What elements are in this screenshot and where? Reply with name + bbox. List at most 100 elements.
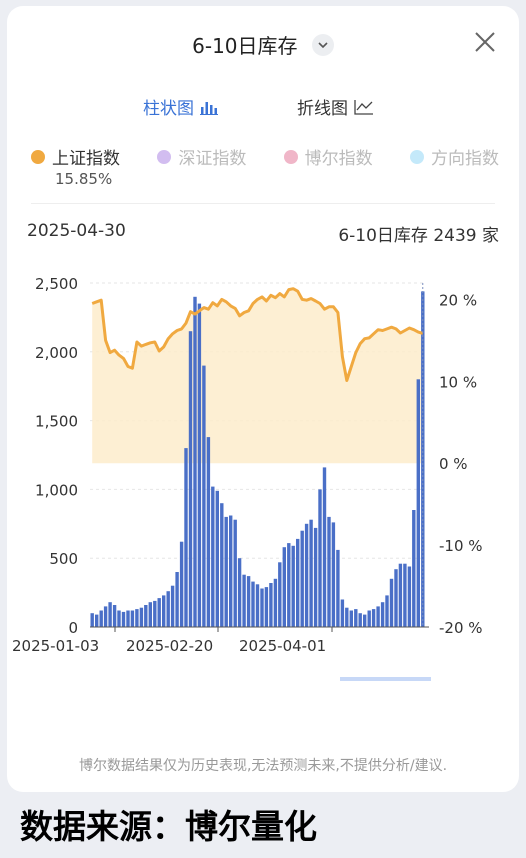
line-chart-icon — [354, 99, 373, 115]
tab-line-label: 折线图 — [297, 99, 348, 119]
bar — [269, 583, 273, 627]
bar — [363, 614, 367, 627]
bar — [144, 605, 148, 627]
y2-tick-label: 20 % — [439, 291, 477, 309]
y2-tick-label: -20 % — [439, 619, 483, 637]
bar — [135, 609, 139, 627]
tab-bar-chart[interactable]: 柱状图 — [143, 94, 218, 119]
bar — [403, 563, 407, 627]
tab-line-chart[interactable]: 折线图 — [297, 94, 374, 119]
bar — [304, 523, 309, 627]
x-tick-label: 2025-02-20 — [126, 637, 213, 655]
bar — [157, 598, 161, 627]
bar — [166, 591, 170, 627]
bar — [354, 609, 358, 627]
stock-count: 6-10日库存 2439 家 — [338, 226, 499, 246]
legend-item-boer[interactable]: 博尔指数 — [283, 144, 373, 169]
bar — [130, 610, 135, 627]
bar — [407, 566, 412, 627]
bar — [112, 605, 117, 627]
bar — [184, 448, 188, 627]
bar — [148, 602, 152, 627]
bar — [296, 538, 300, 627]
bar — [215, 490, 219, 627]
bar — [193, 296, 197, 627]
bar — [273, 578, 278, 627]
y2-tick-label: 0 % — [439, 455, 468, 473]
bar — [416, 379, 420, 627]
bar — [197, 303, 202, 627]
bar — [90, 613, 94, 627]
bar — [108, 602, 112, 627]
bar — [385, 595, 389, 627]
y-tick-label: 500 — [49, 550, 78, 568]
bar — [278, 562, 282, 627]
bar — [220, 503, 224, 627]
legend-value: 15.85% — [55, 170, 113, 188]
legend-dot — [409, 149, 424, 164]
bar — [336, 549, 340, 627]
y-tick-label: 1,000 — [35, 481, 78, 499]
bar — [331, 522, 336, 627]
legend-item-shenzhen[interactable]: 深证指数 — [157, 144, 246, 169]
bar — [291, 545, 295, 627]
bar — [255, 584, 260, 627]
bar — [126, 610, 130, 627]
zoom-window-grip — [340, 677, 431, 681]
chevron-down-icon[interactable] — [311, 33, 334, 56]
chart-area[interactable]: 0 500 1,000 1,500 2,000 2,500 -20 % -10 % 0 % 10 … — [7, 261, 519, 681]
bar — [287, 543, 291, 627]
panel-header[interactable]: 6-10日库存 — [7, 30, 519, 59]
bar — [139, 607, 144, 627]
bar — [117, 610, 121, 627]
legend-item-direction[interactable]: 方向指数 — [409, 144, 499, 169]
bar — [345, 607, 349, 627]
bar — [380, 602, 385, 627]
bar — [211, 486, 215, 627]
bar — [206, 437, 211, 627]
x-tick-label: 2025-01-03 — [12, 637, 99, 655]
bar — [398, 563, 403, 627]
bar — [394, 569, 398, 627]
bar — [260, 588, 264, 627]
bar — [224, 516, 228, 627]
bar — [170, 585, 175, 627]
bar — [153, 600, 157, 627]
close-icon[interactable] — [473, 30, 497, 54]
panel-card: 6-10日库存 柱状图 折线图 上证指数 — [7, 6, 519, 792]
x-tick-label: 2025-04-01 — [239, 637, 326, 655]
bar-chart-icon — [200, 101, 218, 115]
selected-date: 2025-04-30 — [27, 221, 126, 241]
y-tick-label: 1,500 — [35, 413, 78, 431]
legend-label: 方向指数 — [430, 149, 499, 169]
index-line — [91, 287, 424, 382]
bar — [237, 558, 242, 627]
chart-legend: 上证指数 深证指数 博尔指数 方向指数 — [31, 144, 499, 169]
bar — [202, 365, 206, 627]
bar — [327, 516, 331, 627]
bar — [371, 609, 376, 627]
bar — [318, 489, 322, 627]
bar — [162, 595, 166, 627]
legend-item-shanghai[interactable]: 上证指数 — [31, 144, 120, 169]
bar — [246, 576, 251, 627]
index-area — [92, 288, 423, 464]
bar — [376, 606, 380, 627]
bar — [349, 610, 353, 627]
tab-bar-label: 柱状图 — [143, 99, 194, 119]
data-source: 数据来源：博尔量化 — [20, 807, 317, 846]
bar — [188, 331, 193, 627]
bar — [251, 581, 255, 627]
legend-dot — [157, 149, 172, 164]
bar — [309, 519, 313, 627]
bar — [95, 614, 99, 627]
legend-dot — [31, 149, 45, 164]
bar — [229, 515, 233, 627]
bar — [242, 574, 246, 627]
divider — [31, 203, 495, 204]
legend-label: 上证指数 — [52, 149, 120, 169]
y2-tick-label: 10 % — [439, 373, 477, 391]
legend-dot — [283, 149, 298, 164]
bar — [282, 547, 286, 627]
y-tick-label: 0 — [68, 619, 78, 637]
